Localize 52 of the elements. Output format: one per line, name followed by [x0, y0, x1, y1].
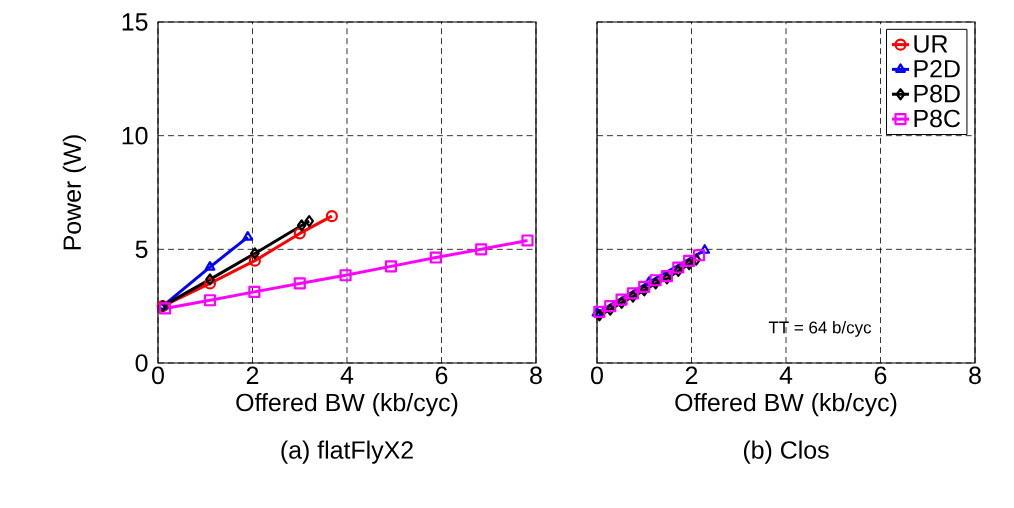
- point: [248, 285, 261, 298]
- y-axis-title: Power (W): [62, 135, 86, 250]
- annotation: TT = 64 b/cyc: [768, 321, 872, 337]
- y-tick-label: 5: [135, 240, 148, 259]
- y-tick-label: 0: [135, 354, 148, 372]
- legend-label: P2D: [914, 59, 960, 78]
- point: [204, 260, 216, 271]
- point: [384, 260, 398, 273]
- point: [429, 251, 442, 264]
- point: [293, 277, 306, 290]
- point: [203, 277, 217, 290]
- point: [325, 210, 338, 223]
- x-axis-title: Offered BW (kb/cyc): [236, 392, 458, 417]
- point: [638, 280, 651, 293]
- point: [643, 276, 655, 286]
- point: [684, 258, 694, 271]
- x-tick-label: 2: [246, 366, 259, 384]
- point: [203, 294, 217, 307]
- x-tick-label: 6: [435, 366, 448, 385]
- x-tick-label: 4: [340, 366, 354, 384]
- x-axis-title: Offered BW (kb/cyc): [675, 392, 897, 417]
- legend-label: P8D: [914, 84, 960, 103]
- x-tick-label: 0: [152, 366, 164, 385]
- point: [691, 253, 702, 266]
- x-tick-label: 0: [591, 366, 603, 385]
- point: [683, 254, 696, 268]
- text: (a) flatFlyX2: [281, 440, 413, 464]
- point: [250, 247, 260, 260]
- x-tick-label: 2: [685, 366, 698, 384]
- point: [242, 230, 254, 241]
- y-tick-label: 10: [122, 126, 148, 145]
- point: [304, 215, 315, 228]
- x-tick-label: 8: [530, 366, 542, 385]
- point: [296, 219, 307, 232]
- legend-label: P8C: [914, 109, 960, 128]
- text: (b) Clos: [743, 440, 829, 464]
- point: [248, 254, 261, 267]
- point: [699, 244, 711, 254]
- x-tick-label: 6: [874, 366, 887, 385]
- point: [475, 243, 488, 256]
- point: [594, 309, 605, 322]
- point: [205, 273, 215, 286]
- point: [293, 227, 306, 240]
- y-tick-label: 15: [122, 13, 148, 31]
- x-tick-label: 4: [779, 366, 793, 384]
- point: [521, 234, 534, 247]
- legend-label: UR: [914, 35, 948, 53]
- point: [639, 284, 650, 297]
- point: [692, 249, 706, 262]
- x-tick-label: 8: [969, 366, 981, 385]
- point: [339, 269, 352, 282]
- point: [673, 264, 684, 278]
